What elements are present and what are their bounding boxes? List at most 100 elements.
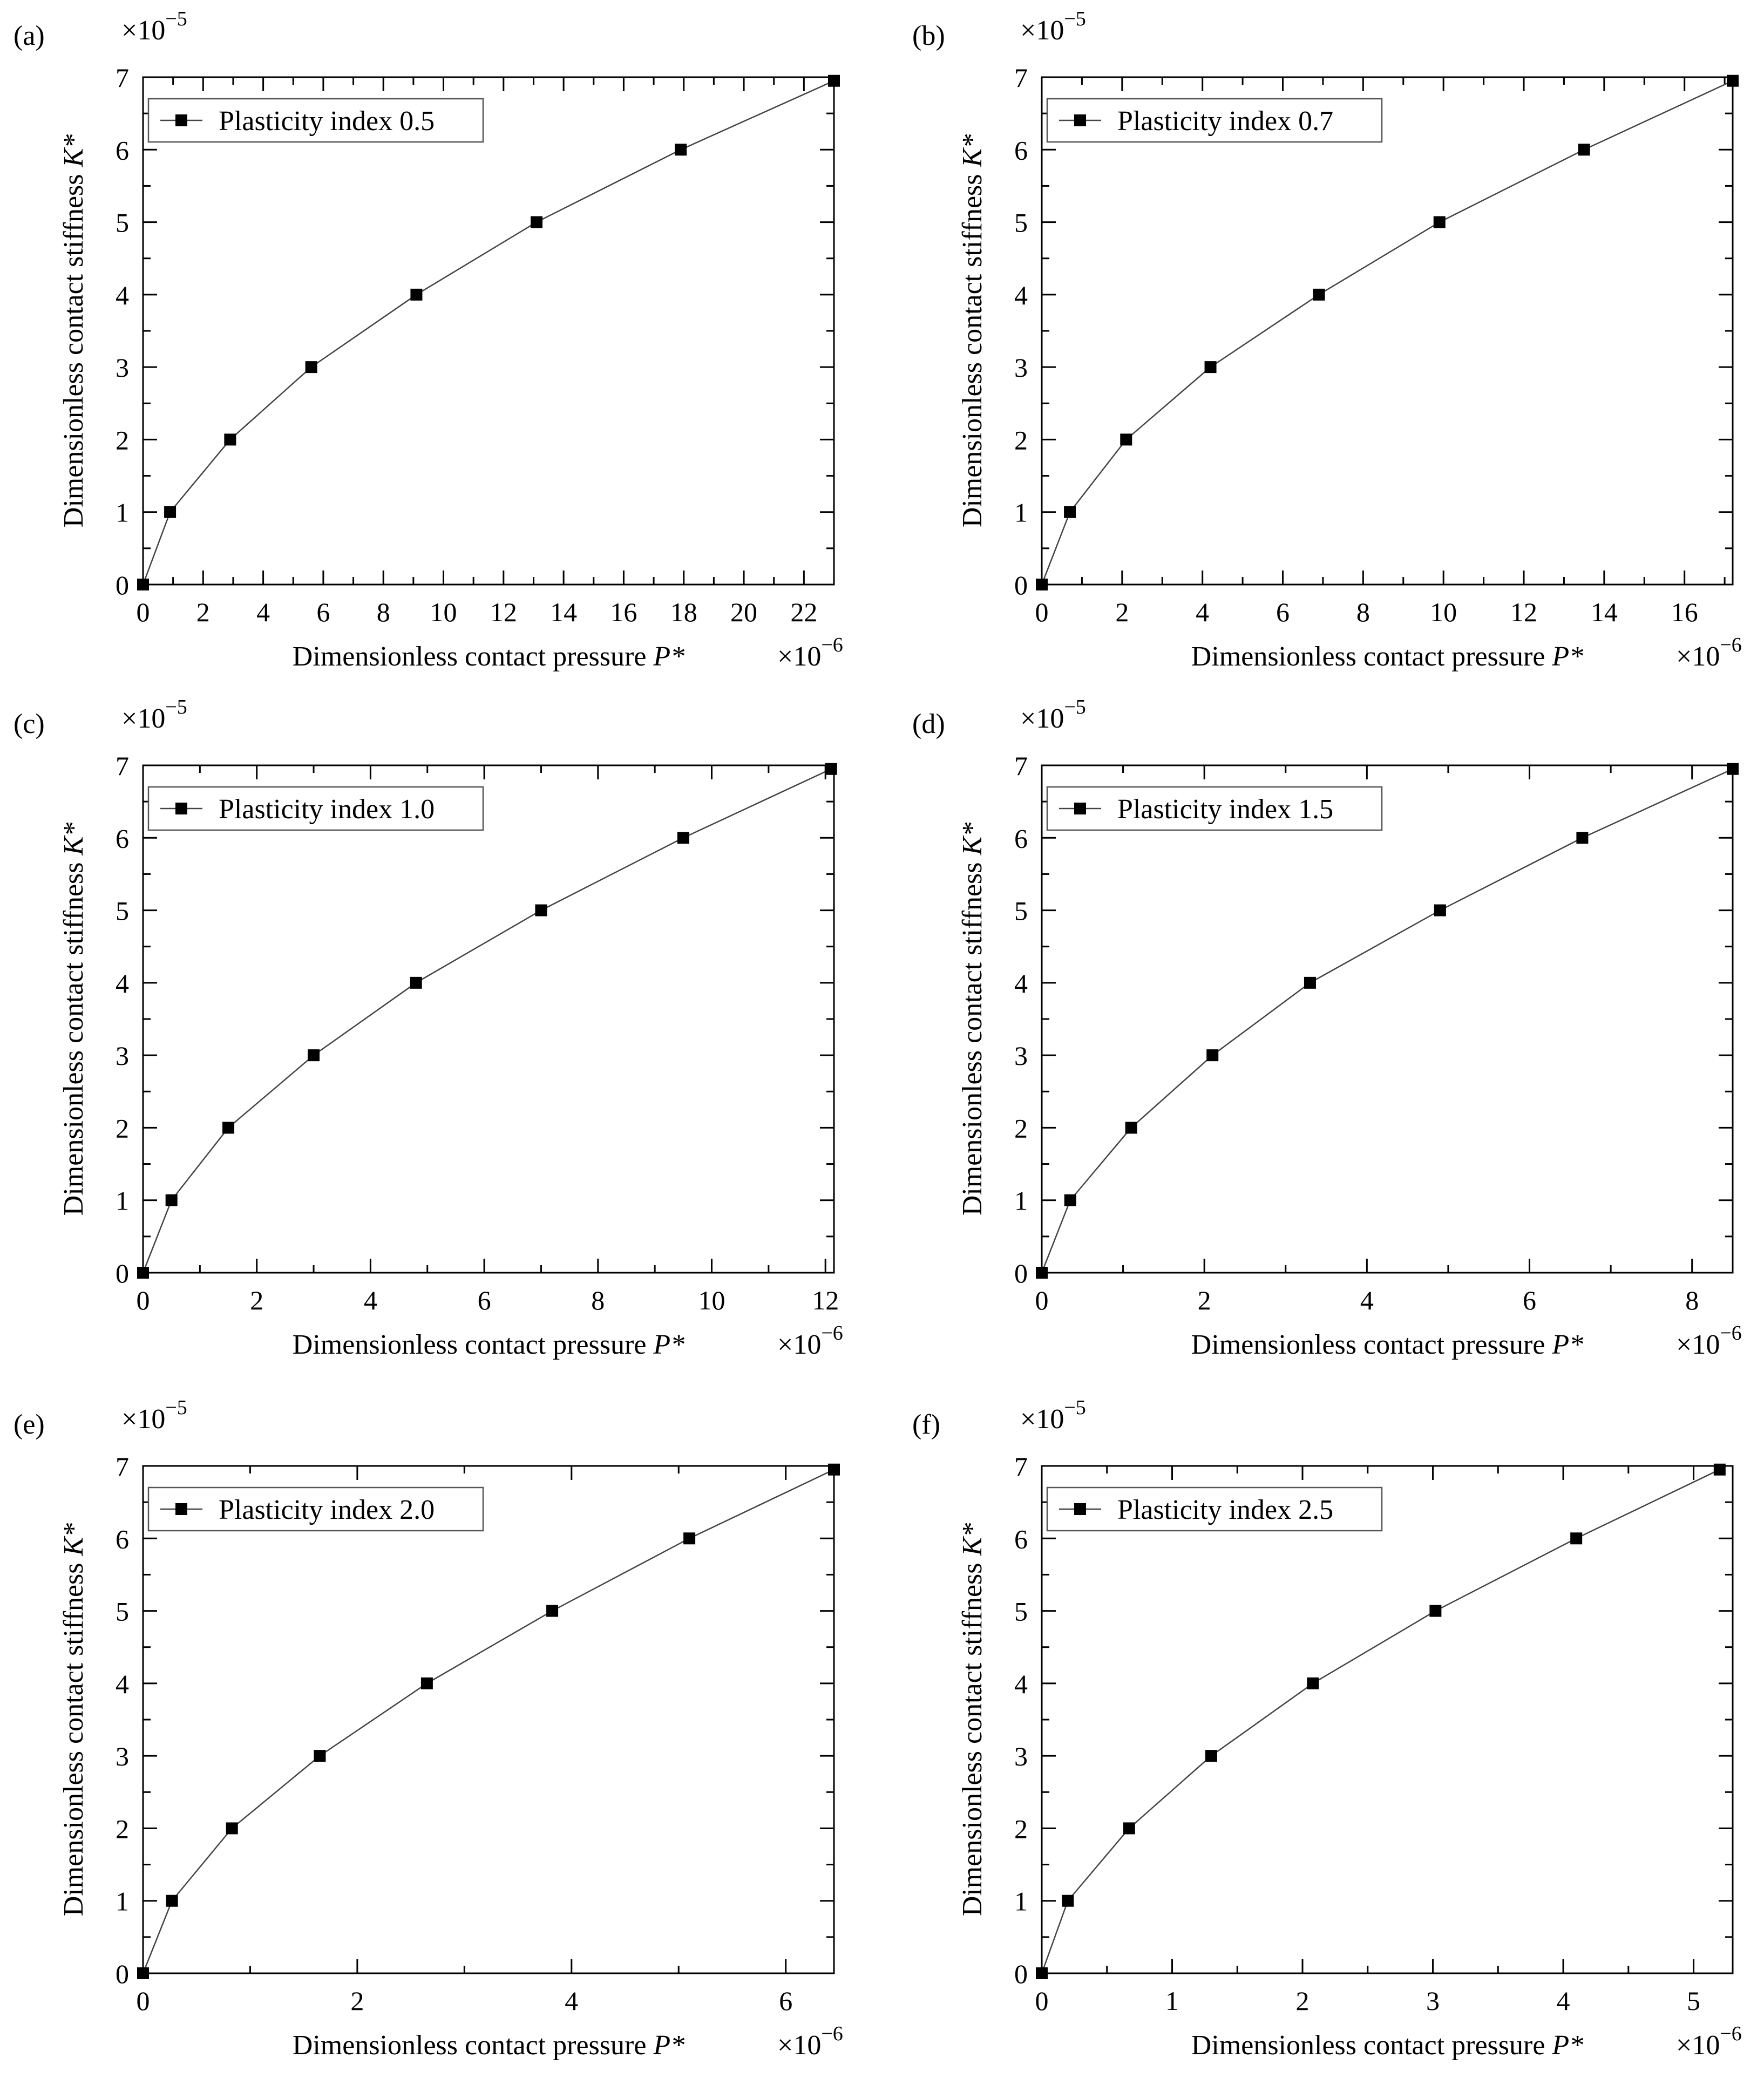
- x-tick-label: 16: [1671, 597, 1698, 627]
- y-tick-label: 0: [1014, 570, 1028, 600]
- data-point: [224, 433, 236, 446]
- y-tick-label: 3: [1014, 1041, 1028, 1071]
- y-axis-title-space: [957, 1556, 988, 1563]
- y-multiplier-exponent: −5: [1064, 696, 1085, 718]
- x-axis-title-text: Dimensionless contact pressure: [293, 641, 647, 672]
- series-line: [1041, 768, 1733, 1273]
- x-tick-label: 6: [478, 1285, 491, 1315]
- x-tick-label: 4: [364, 1285, 377, 1315]
- y-tick-label: 0: [116, 1959, 129, 1989]
- x-tick-label: 10: [698, 1285, 725, 1315]
- legend: Plasticity index 2.0: [147, 1486, 484, 1532]
- data-point: [1205, 1750, 1217, 1762]
- y-axis-title-text: Dimensionless contact stiffness: [58, 862, 89, 1215]
- legend-marker: [1074, 803, 1086, 814]
- data-point: [531, 216, 543, 228]
- y-axis-title: Dimensionless contact stiffness K*: [957, 1523, 988, 1916]
- y-tick-label: 1: [1014, 1886, 1028, 1917]
- y-multiplier: ×10−5: [1020, 1396, 1086, 1435]
- y-tick-label: 5: [1014, 1597, 1028, 1627]
- data-point: [1429, 1605, 1442, 1617]
- y-axis-title-text: Dimensionless contact stiffness: [957, 174, 988, 527]
- y-axis-title-variable: K*: [957, 823, 988, 856]
- y-tick-label: 2: [116, 425, 129, 455]
- series-line: [142, 80, 834, 585]
- y-axis-title: Dimensionless contact stiffness K*: [58, 134, 89, 527]
- x-axis-title: Dimensionless contact pressure P*: [293, 2030, 684, 2061]
- x-axis-title-variable: P*: [653, 1329, 684, 1360]
- x-multiplier-exponent: −6: [1720, 1322, 1741, 1344]
- y-tick-label: 1: [1014, 1186, 1028, 1216]
- x-multiplier: ×10−6: [1676, 634, 1742, 672]
- y-axis-title-space: [58, 1556, 89, 1563]
- data-point: [308, 1049, 320, 1062]
- data-point: [1064, 506, 1076, 518]
- legend-label: Plasticity index 2.0: [219, 1495, 435, 1525]
- x-tick-label: 6: [1523, 1285, 1536, 1315]
- y-multiplier-exponent: −5: [165, 8, 187, 30]
- legend-box: [147, 786, 484, 831]
- x-multiplier: ×10−6: [777, 2022, 843, 2061]
- legend: Plasticity index 0.5: [147, 98, 484, 143]
- x-tick-label: 10: [430, 597, 457, 627]
- y-tick-label: 1: [116, 498, 129, 528]
- y-tick-label: 6: [1014, 135, 1028, 165]
- y-tick-label: 3: [1014, 352, 1028, 383]
- y-multiplier: ×10−5: [1020, 696, 1086, 734]
- legend-label: Plasticity index 1.5: [1117, 794, 1333, 825]
- legend-marker: [175, 1503, 187, 1515]
- legend-box: [147, 1486, 484, 1532]
- data-point: [1036, 1267, 1048, 1279]
- legend-marker: [175, 114, 187, 126]
- series-line: [1041, 1469, 1720, 1974]
- x-tick-label: 3: [1426, 1986, 1440, 2016]
- x-multiplier: ×10−6: [777, 634, 843, 672]
- x-axis-title-text: Dimensionless contact pressure: [1191, 641, 1545, 672]
- x-multiplier: ×10−6: [1676, 1322, 1742, 1360]
- x-tick-label: 5: [1687, 1986, 1700, 2016]
- x-tick-label: 20: [730, 597, 757, 627]
- data-point: [1434, 904, 1446, 916]
- y-tick-label: 4: [116, 280, 129, 310]
- y-tick-label: 7: [116, 63, 129, 93]
- panel-label: (b): [912, 21, 945, 51]
- y-multiplier-base: ×10: [121, 15, 165, 46]
- data-point: [1433, 216, 1446, 228]
- y-axis-title-variable: K*: [957, 1523, 988, 1557]
- x-multiplier: ×10−6: [777, 1322, 843, 1360]
- x-multiplier-base: ×10: [777, 1329, 821, 1360]
- x-axis-title-variable: P*: [1551, 2030, 1583, 2061]
- x-tick-label: 2: [196, 597, 210, 627]
- y-tick-label: 3: [116, 1041, 129, 1071]
- data-point: [222, 1122, 235, 1134]
- x-axis-title: Dimensionless contact pressure P*: [1191, 641, 1583, 672]
- x-axis-title-variable: P*: [1551, 641, 1583, 672]
- data-point: [137, 579, 149, 590]
- series-line: [142, 768, 832, 1273]
- x-tick-label: 12: [1510, 597, 1537, 627]
- y-tick-label: 6: [1014, 823, 1028, 853]
- data-point: [1206, 1049, 1219, 1062]
- x-axis-title-space: [1545, 641, 1552, 672]
- y-tick-label: 6: [116, 823, 129, 853]
- y-tick-label: 3: [1014, 1741, 1028, 1771]
- x-tick-label: 8: [1685, 1285, 1699, 1315]
- panel-label: (c): [13, 709, 45, 739]
- y-axis-title-text: Dimensionless contact stiffness: [957, 1563, 988, 1916]
- x-tick-label: 2: [1198, 1285, 1211, 1315]
- x-tick-label: 0: [1035, 1986, 1049, 2016]
- data-point: [410, 288, 423, 301]
- x-tick-label: 10: [1430, 597, 1457, 627]
- y-multiplier-base: ×10: [1020, 1404, 1064, 1435]
- legend-label: Plasticity index 1.0: [219, 794, 435, 825]
- plot-frame: [1041, 76, 1734, 586]
- legend-marker: [1074, 1503, 1086, 1515]
- data-point: [1713, 1463, 1726, 1476]
- y-tick-label: 6: [1014, 1524, 1028, 1554]
- data-point: [1307, 1677, 1319, 1689]
- y-tick-label: 0: [116, 570, 129, 600]
